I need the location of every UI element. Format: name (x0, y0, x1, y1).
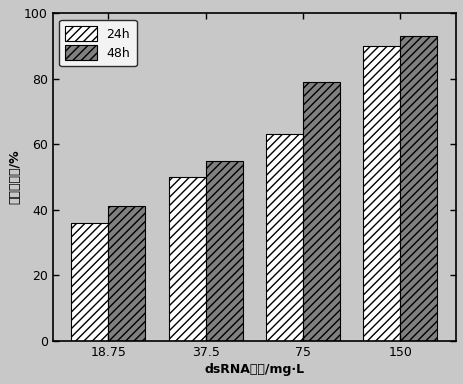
X-axis label: dsRNA浓度/mg·L: dsRNA浓度/mg·L (204, 362, 304, 376)
Bar (205, 161, 242, 341)
Bar (71, 223, 108, 341)
Bar (108, 207, 145, 341)
Bar (302, 82, 339, 341)
Bar (400, 36, 437, 341)
Legend: 24h, 48h: 24h, 48h (59, 20, 136, 66)
Y-axis label: 校正死亡率/%: 校正死亡率/% (8, 150, 21, 204)
Bar (265, 134, 302, 341)
Bar (363, 46, 400, 341)
Bar (168, 177, 205, 341)
